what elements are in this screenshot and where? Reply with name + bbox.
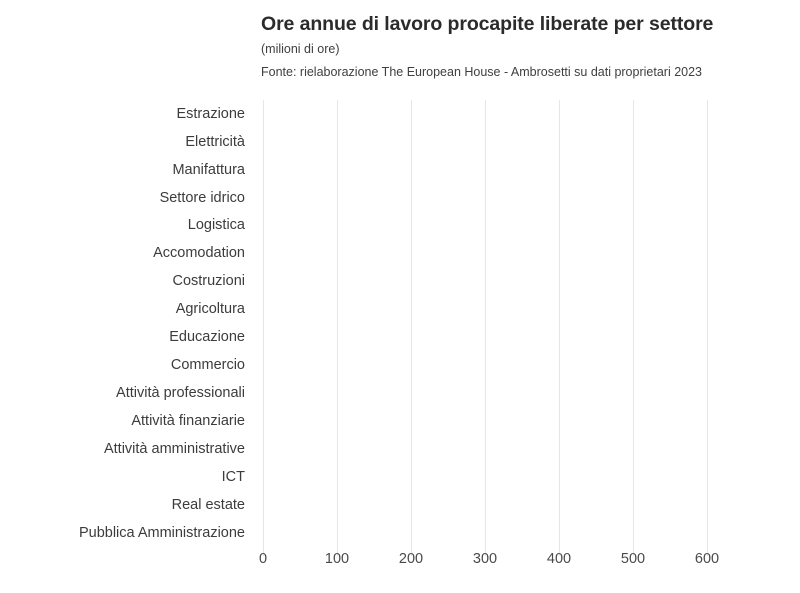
bar-row <box>263 100 707 128</box>
category-label: Logistica <box>187 217 245 234</box>
bar-row <box>263 324 707 352</box>
category-label: Costruzioni <box>172 273 245 290</box>
category-label: Pubblica Amministrazione <box>78 524 245 541</box>
category-label: Attività amministrative <box>103 440 245 457</box>
x-axis-tick-label: 300 <box>472 551 498 567</box>
bar-row <box>263 463 707 491</box>
category-label: Settore idrico <box>159 189 245 206</box>
category-axis: Estrazione Elettricità Manifattura Settore … <box>0 100 253 547</box>
x-axis-tick-label: 200 <box>398 551 424 567</box>
plot-area <box>263 100 708 556</box>
category-label: Educazione <box>169 329 245 346</box>
bar-row <box>263 351 707 379</box>
category-label: Agricoltura <box>175 301 245 318</box>
x-axis-tick-label: 100 <box>324 551 350 567</box>
bar-row <box>263 435 707 463</box>
chart-header: Ore annue di lavoro procapite liberate p… <box>261 12 790 80</box>
bar-row <box>263 491 707 519</box>
category-label: Estrazione <box>176 105 245 122</box>
category-label: Elettricità <box>185 133 245 150</box>
bar-row <box>263 296 707 324</box>
bar-row <box>263 128 707 156</box>
bar-row <box>263 184 707 212</box>
category-label: Attività finanziarie <box>131 413 245 430</box>
category-label: Commercio <box>170 357 245 374</box>
category-label: Attività professionali <box>116 385 245 402</box>
bars-layer <box>263 100 707 547</box>
bar-row <box>263 379 707 407</box>
plot-wrapper: Estrazione Elettricità Manifattura Settore … <box>0 100 800 556</box>
x-axis-tick-label: 0 <box>258 551 268 567</box>
category-label: Real estate <box>171 496 245 513</box>
category-label: Accomodation <box>153 245 245 262</box>
x-axis-tick-label: 600 <box>694 551 720 567</box>
chart-subtitle: (milioni di ore) <box>261 42 340 57</box>
bar-row <box>263 156 707 184</box>
chart-source-note: Fonte: rielaborazione The European House… <box>261 65 702 80</box>
bar-row <box>263 268 707 296</box>
page-title: Ore annue di lavoro procapite liberate p… <box>261 13 714 35</box>
category-label: ICT <box>221 468 245 485</box>
bar-row <box>263 212 707 240</box>
gridline <box>707 100 708 556</box>
value-axis: 0 100 200 300 400 500 600 <box>259 551 719 576</box>
bar-row <box>263 407 707 435</box>
x-axis-tick-label: 500 <box>620 551 646 567</box>
bar-row <box>263 519 707 547</box>
x-axis-tick-label: 400 <box>546 551 572 567</box>
category-label: Manifattura <box>172 161 245 178</box>
bar-row <box>263 240 707 268</box>
